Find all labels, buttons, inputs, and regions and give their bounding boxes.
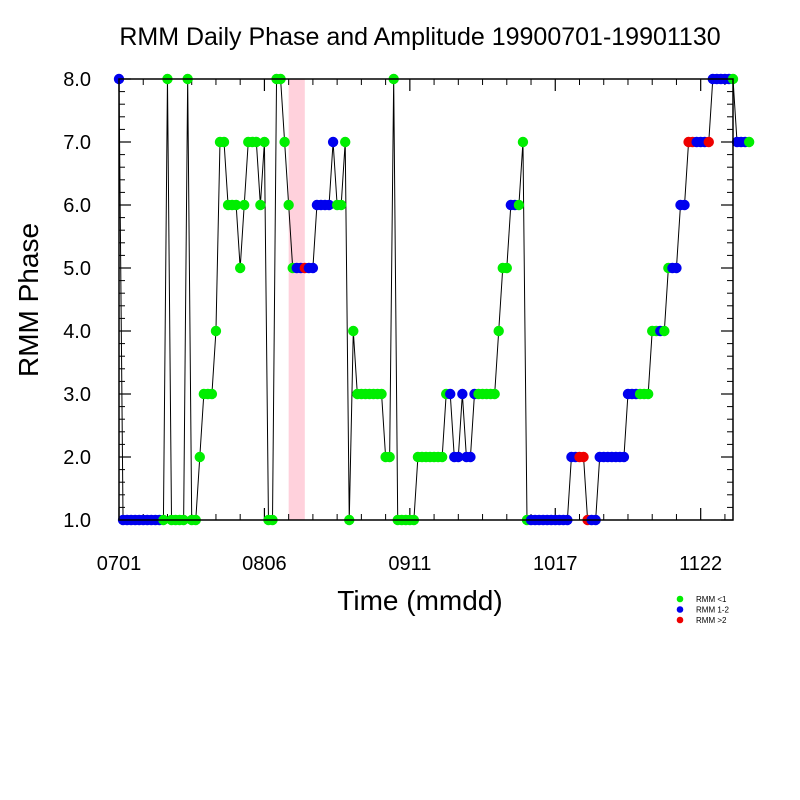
data-point bbox=[218, 136, 230, 148]
data-point bbox=[259, 136, 270, 148]
y-tick-label: 6.0 bbox=[63, 195, 91, 217]
data-point bbox=[340, 136, 351, 148]
data-point bbox=[679, 199, 690, 211]
data-point bbox=[206, 388, 218, 400]
y-axis-label: RMM Phase bbox=[13, 223, 44, 377]
data-point bbox=[659, 325, 670, 337]
data-points bbox=[113, 73, 755, 526]
data-point bbox=[642, 388, 654, 400]
data-point bbox=[230, 199, 242, 211]
data-point bbox=[445, 388, 456, 400]
y-tick-label: 4.0 bbox=[63, 321, 91, 343]
x-tick-label: 0701 bbox=[97, 553, 142, 575]
legend-label: RMM <1 bbox=[696, 595, 727, 604]
x-tick-label: 0806 bbox=[242, 553, 287, 575]
data-point bbox=[618, 451, 630, 463]
y-tick-label: 5.0 bbox=[63, 258, 91, 280]
y-tick-label: 2.0 bbox=[63, 447, 91, 469]
y-tick-label: 7.0 bbox=[63, 132, 91, 154]
data-point bbox=[255, 199, 266, 211]
plot-frame bbox=[118, 78, 734, 521]
data-point bbox=[239, 199, 250, 211]
chart-title: RMM Daily Phase and Amplitude 19900701-1… bbox=[119, 23, 720, 51]
x-tick-labels: 0701 0806 0911 1017 1122 bbox=[97, 553, 722, 575]
x-tick-label: 0911 bbox=[388, 553, 431, 575]
data-point bbox=[323, 199, 335, 211]
data-point bbox=[517, 136, 529, 148]
data-point bbox=[384, 451, 395, 463]
data-point bbox=[283, 199, 294, 211]
y-tick-label: 1.0 bbox=[63, 510, 91, 532]
x-axis-label: Time (mmdd) bbox=[337, 585, 502, 616]
data-point bbox=[743, 136, 755, 148]
data-point bbox=[457, 388, 468, 400]
legend-marker bbox=[676, 606, 684, 613]
data-point bbox=[194, 451, 205, 463]
data-point bbox=[436, 451, 448, 463]
data-point bbox=[376, 388, 387, 400]
data-point bbox=[335, 199, 347, 211]
data-point bbox=[210, 325, 222, 337]
data-point bbox=[493, 325, 504, 337]
data-point bbox=[279, 136, 290, 148]
y-tick-label: 3.0 bbox=[63, 384, 91, 406]
legend-label: RMM >2 bbox=[696, 616, 727, 625]
data-point bbox=[348, 325, 359, 337]
data-point bbox=[307, 262, 319, 274]
data-point bbox=[489, 388, 500, 400]
data-point bbox=[465, 451, 476, 463]
x-tick-label: 1017 bbox=[533, 553, 578, 575]
highlight-span bbox=[288, 79, 305, 520]
data-point bbox=[327, 136, 339, 148]
data-point bbox=[671, 262, 682, 274]
y-tick-labels: 1.0 2.0 3.0 4.0 5.0 6.0 7.0 8.0 bbox=[63, 69, 91, 532]
y-tick-label: 8.0 bbox=[63, 69, 91, 91]
data-point bbox=[234, 262, 246, 274]
data-point bbox=[703, 136, 714, 148]
legend-marker bbox=[676, 616, 684, 624]
data-point bbox=[501, 262, 512, 274]
legend-marker bbox=[676, 595, 684, 603]
data-point bbox=[251, 136, 262, 148]
data-point bbox=[578, 451, 589, 463]
legend-label: RMM 1-2 bbox=[696, 606, 729, 615]
data-point bbox=[513, 199, 525, 211]
x-tick-label: 1122 bbox=[679, 553, 722, 575]
data-point bbox=[453, 451, 464, 463]
